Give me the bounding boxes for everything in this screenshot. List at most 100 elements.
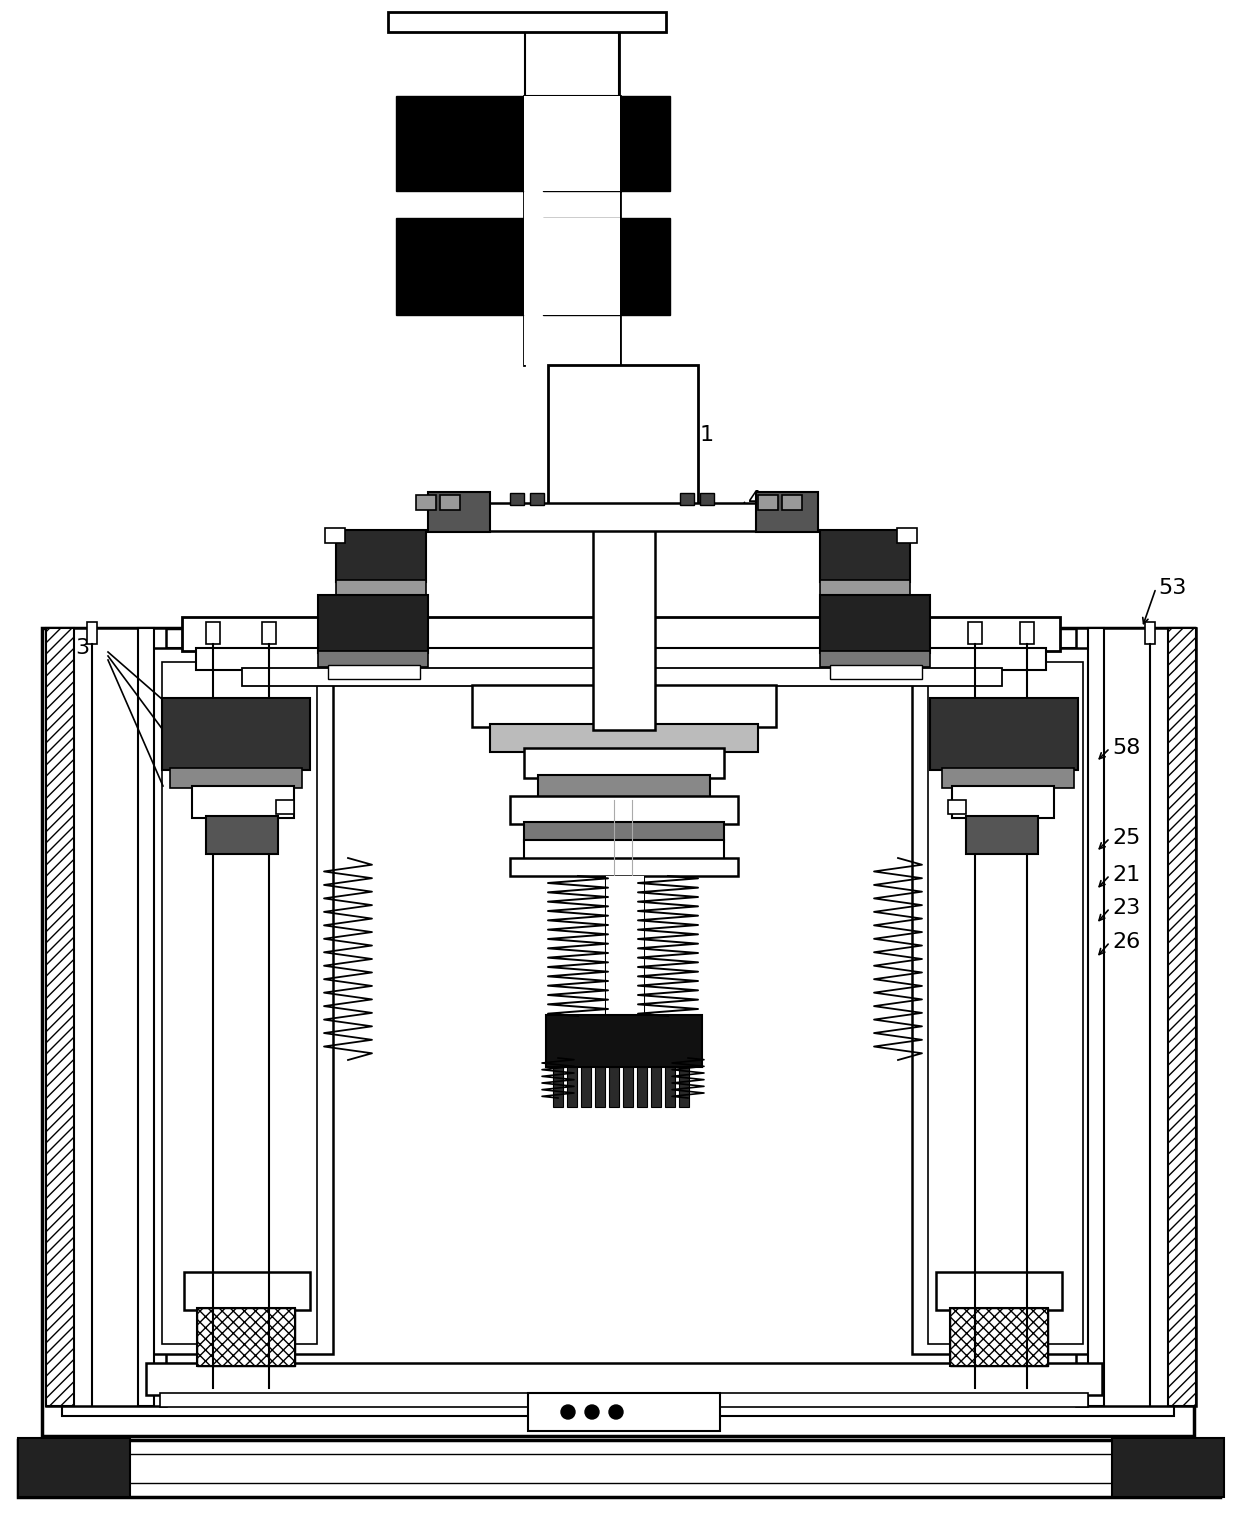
- Bar: [206, 622, 219, 644]
- Bar: [758, 495, 777, 510]
- Bar: [510, 796, 738, 824]
- Text: 21: 21: [1112, 865, 1141, 885]
- Bar: [701, 493, 714, 506]
- Text: 53: 53: [1158, 578, 1187, 598]
- Text: 25: 25: [1112, 828, 1141, 848]
- Bar: [525, 841, 724, 861]
- Text: 5: 5: [873, 550, 888, 570]
- Bar: [1076, 629, 1197, 1406]
- Text: 3: 3: [74, 638, 89, 658]
- Bar: [329, 666, 420, 679]
- Bar: [525, 95, 620, 191]
- Bar: [428, 492, 490, 532]
- Bar: [622, 1067, 632, 1107]
- Bar: [665, 1067, 675, 1107]
- Bar: [820, 579, 910, 596]
- Bar: [388, 12, 666, 32]
- Bar: [510, 858, 738, 876]
- Bar: [582, 1067, 591, 1107]
- Text: 26: 26: [1112, 931, 1141, 951]
- Bar: [936, 1273, 1061, 1310]
- Circle shape: [585, 1405, 599, 1419]
- Bar: [196, 649, 1047, 670]
- Bar: [556, 509, 689, 526]
- Bar: [538, 775, 711, 799]
- Bar: [262, 622, 277, 644]
- Bar: [1112, 1439, 1224, 1497]
- Bar: [396, 218, 523, 315]
- Text: 1: 1: [701, 426, 714, 446]
- Bar: [756, 492, 818, 532]
- Bar: [606, 799, 644, 1021]
- Bar: [1087, 629, 1104, 1406]
- Bar: [651, 1067, 661, 1107]
- Bar: [680, 1067, 689, 1107]
- Bar: [930, 698, 1078, 770]
- Bar: [950, 1308, 1048, 1366]
- Circle shape: [609, 1405, 622, 1419]
- Bar: [277, 799, 294, 815]
- Bar: [490, 724, 758, 752]
- Bar: [62, 649, 1174, 1416]
- Text: 4: 4: [748, 490, 763, 510]
- Bar: [525, 32, 619, 95]
- Bar: [46, 629, 166, 1406]
- Circle shape: [560, 1405, 575, 1419]
- Bar: [543, 95, 670, 191]
- Bar: [1145, 622, 1154, 644]
- Bar: [546, 1014, 702, 1067]
- Bar: [42, 629, 1194, 1436]
- Bar: [206, 816, 278, 855]
- Bar: [415, 495, 436, 510]
- Bar: [942, 768, 1074, 788]
- Bar: [336, 530, 427, 583]
- Bar: [553, 1067, 563, 1107]
- Bar: [138, 629, 154, 1406]
- Bar: [162, 698, 310, 770]
- Bar: [148, 649, 334, 1354]
- Bar: [525, 218, 620, 315]
- Bar: [184, 1273, 310, 1310]
- Bar: [510, 493, 525, 506]
- Bar: [529, 493, 544, 506]
- Bar: [928, 662, 1083, 1343]
- Bar: [525, 822, 724, 842]
- Bar: [396, 95, 523, 191]
- Bar: [528, 1393, 720, 1431]
- Bar: [170, 768, 303, 788]
- Bar: [820, 595, 930, 653]
- Bar: [820, 530, 910, 583]
- Bar: [680, 493, 694, 506]
- Bar: [525, 315, 620, 364]
- Bar: [966, 816, 1038, 855]
- Bar: [325, 529, 345, 543]
- Bar: [949, 799, 966, 815]
- Bar: [1021, 622, 1034, 644]
- Bar: [160, 1393, 1087, 1406]
- Bar: [609, 1067, 619, 1107]
- Bar: [162, 662, 317, 1343]
- Bar: [317, 652, 428, 667]
- Bar: [911, 649, 1097, 1354]
- Bar: [525, 191, 620, 218]
- Bar: [472, 686, 776, 727]
- Bar: [968, 622, 982, 644]
- Bar: [182, 616, 1060, 652]
- Bar: [317, 595, 428, 653]
- Bar: [593, 506, 655, 730]
- Bar: [19, 1440, 1220, 1497]
- Bar: [637, 1067, 647, 1107]
- Bar: [595, 1067, 605, 1107]
- Bar: [782, 495, 802, 510]
- Bar: [46, 629, 74, 1406]
- Bar: [489, 503, 758, 530]
- Bar: [950, 1308, 1048, 1366]
- Bar: [440, 495, 460, 510]
- Bar: [820, 652, 930, 667]
- Bar: [525, 749, 724, 778]
- Bar: [192, 785, 294, 818]
- Bar: [336, 579, 427, 596]
- Bar: [606, 876, 644, 1016]
- Bar: [87, 622, 97, 644]
- Bar: [543, 218, 670, 315]
